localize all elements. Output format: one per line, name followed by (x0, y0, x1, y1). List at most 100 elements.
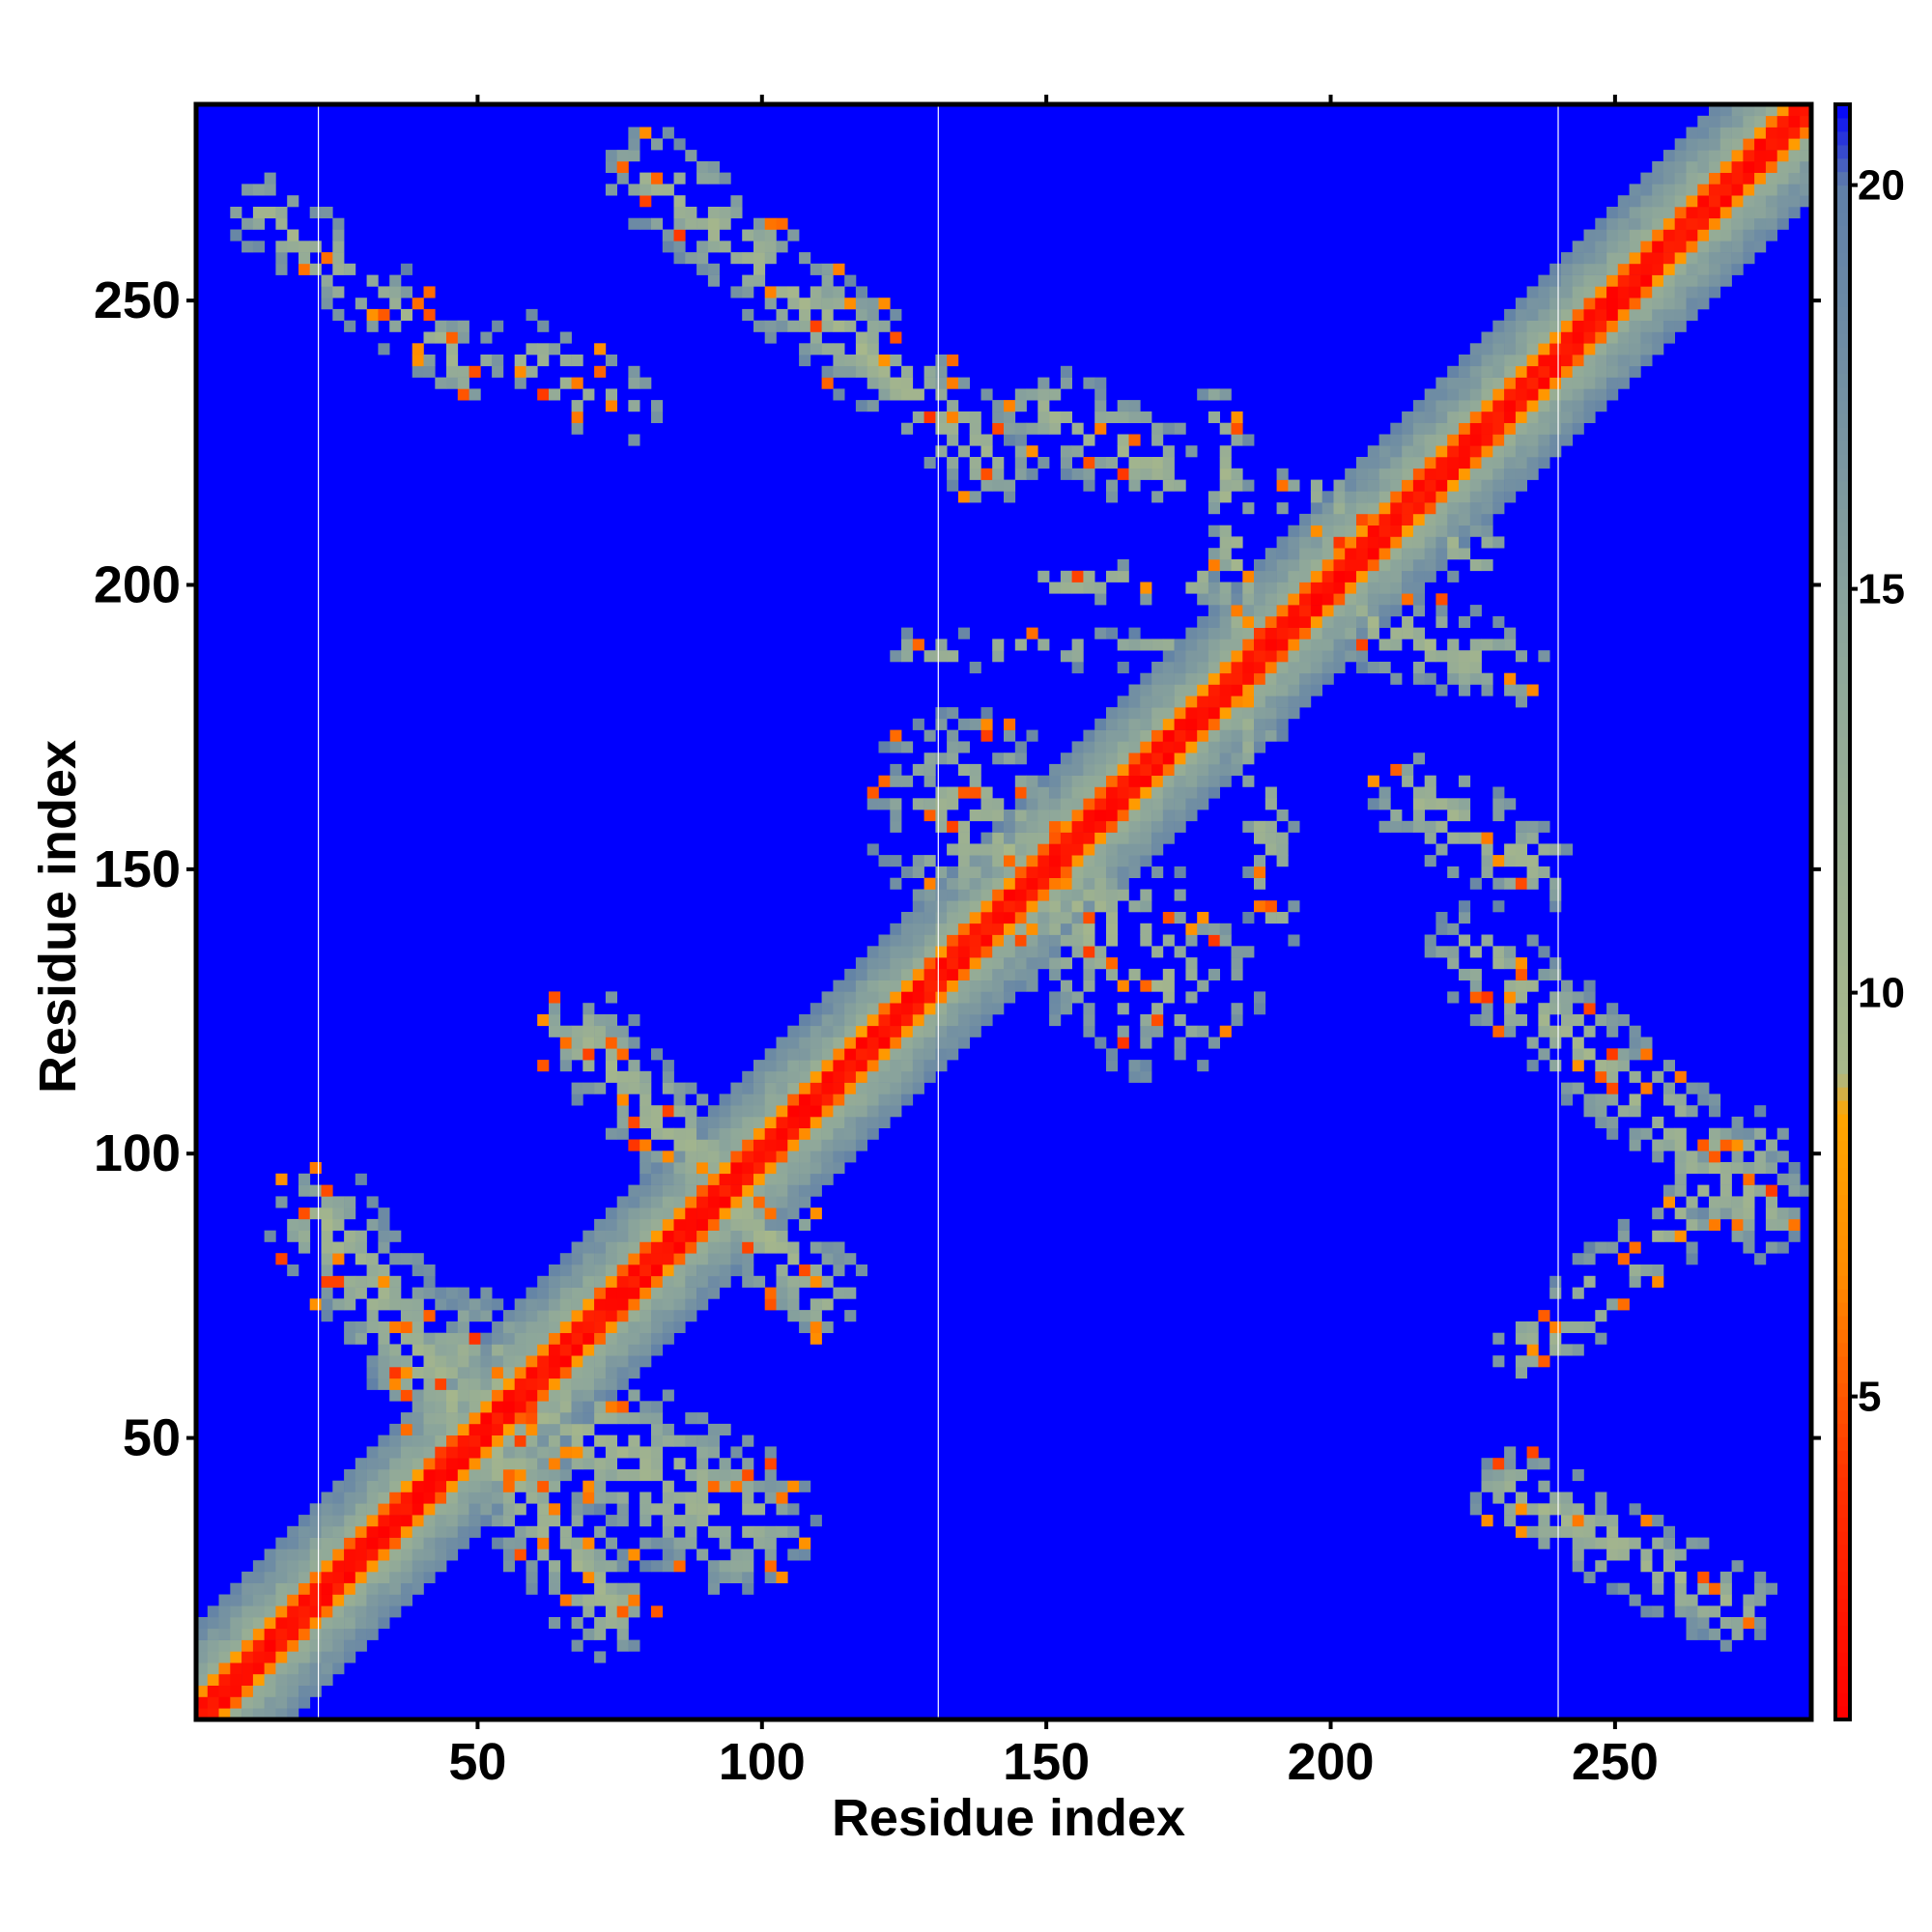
heatmap-cell (1617, 308, 1630, 321)
heatmap-cell (1538, 650, 1550, 663)
heatmap-cell (787, 286, 800, 298)
heatmap-cell (707, 1139, 720, 1151)
heatmap-cell (389, 1548, 402, 1561)
heatmap-cell (559, 1048, 572, 1061)
heatmap-cell (332, 1218, 345, 1231)
heatmap-cell (764, 1218, 777, 1231)
heatmap-cell (1288, 605, 1300, 617)
heatmap-cell (1004, 946, 1016, 958)
heatmap-cell (1538, 946, 1550, 958)
heatmap-cell (912, 411, 924, 423)
heatmap-cell (332, 1275, 345, 1288)
heatmap-cell (923, 775, 936, 787)
heatmap-cell (1299, 605, 1312, 617)
heatmap-cell (1709, 1582, 1721, 1595)
heatmap-cell (1515, 308, 1527, 321)
heatmap-cell (1572, 1548, 1584, 1561)
heatmap-cell (309, 1617, 322, 1630)
heatmap-cell (980, 934, 993, 947)
heatmap-cell (753, 1275, 766, 1288)
colorbar-segment (1835, 1006, 1850, 1020)
heatmap-cell (833, 1094, 845, 1106)
heatmap-cell (1662, 1184, 1675, 1197)
heatmap-cell (673, 1537, 686, 1549)
heatmap-cell (1378, 491, 1391, 503)
heatmap-cell (878, 968, 891, 980)
heatmap-cell (742, 1094, 754, 1106)
heatmap-cell (639, 1241, 652, 1254)
heatmap-cell (1094, 1037, 1107, 1049)
heatmap-cell (1026, 900, 1038, 913)
heatmap-cell (469, 1515, 481, 1527)
heatmap-cell (616, 1310, 629, 1322)
heatmap-cell (947, 377, 959, 389)
heatmap-cell (616, 1412, 629, 1425)
heatmap-cell (1197, 912, 1209, 924)
heatmap-cell (1094, 400, 1107, 412)
heatmap-cell (912, 912, 924, 924)
heatmap-cell (1140, 468, 1152, 480)
heatmap-cell (992, 934, 1005, 947)
heatmap-cell (378, 1515, 390, 1527)
heatmap-cell (980, 479, 993, 492)
heatmap-cell (969, 457, 981, 469)
heatmap-cell (696, 160, 709, 173)
heatmap-cell (855, 1037, 867, 1049)
heatmap-cell (1321, 662, 1334, 674)
heatmap-cell (1652, 1151, 1664, 1163)
heatmap-cell (1561, 1503, 1574, 1516)
heatmap-cell (764, 1548, 777, 1561)
heatmap-cell (1686, 1253, 1698, 1265)
heatmap-cell (799, 1321, 811, 1333)
heatmap-cell (1776, 1173, 1789, 1185)
heatmap-cell (639, 1401, 652, 1413)
heatmap-cell (480, 1435, 493, 1447)
heatmap-cell (1459, 491, 1471, 503)
heatmap-cell (878, 775, 891, 787)
heatmap-cell (651, 1560, 664, 1573)
heatmap-cell (1572, 411, 1584, 423)
heatmap-cell (923, 1037, 936, 1049)
heatmap-cell (1686, 1594, 1698, 1606)
heatmap-cell (1549, 320, 1562, 332)
heatmap-cell (537, 1344, 550, 1356)
heatmap-cell (935, 377, 948, 389)
heatmap-cell (935, 718, 948, 730)
heatmap-cell (685, 1287, 697, 1299)
heatmap-cell (366, 1582, 379, 1595)
heatmap-cell (594, 1401, 607, 1413)
heatmap-cell (1538, 355, 1550, 367)
heatmap-cell (787, 1162, 800, 1175)
heatmap-cell (799, 298, 811, 310)
heatmap-cell (1242, 627, 1255, 639)
heatmap-cell (492, 1367, 504, 1379)
heatmap-cell (1776, 160, 1789, 173)
heatmap-cell (582, 1401, 595, 1413)
heatmap-cell (639, 1162, 652, 1175)
heatmap-cell (1526, 866, 1539, 878)
heatmap-cell (1538, 843, 1550, 856)
heatmap-cell (923, 411, 936, 423)
heatmap-cell (742, 1208, 754, 1220)
heatmap-cell (1094, 832, 1107, 844)
heatmap-cell (457, 377, 469, 389)
heatmap-cell (446, 1378, 459, 1390)
heatmap-cell (389, 1355, 402, 1368)
heatmap-cell (662, 1515, 674, 1527)
heatmap-cell (810, 1025, 822, 1037)
heatmap-cell (651, 1218, 664, 1231)
heatmap-cell (639, 1139, 652, 1151)
heatmap-cell (742, 1173, 754, 1185)
heatmap-cell (423, 1332, 436, 1345)
heatmap-cell (549, 1344, 561, 1356)
heatmap-cell (1459, 536, 1471, 549)
heatmap-cell (992, 639, 1005, 651)
colorbar-segment (1835, 1706, 1850, 1720)
heatmap-cell (514, 1458, 526, 1470)
heatmap-cell (992, 957, 1005, 970)
heatmap-cell (502, 1469, 515, 1482)
heatmap-cell (480, 1423, 493, 1435)
heatmap-cell (673, 1458, 686, 1470)
heatmap-cell (787, 1048, 800, 1061)
heatmap-cell (594, 1082, 607, 1094)
